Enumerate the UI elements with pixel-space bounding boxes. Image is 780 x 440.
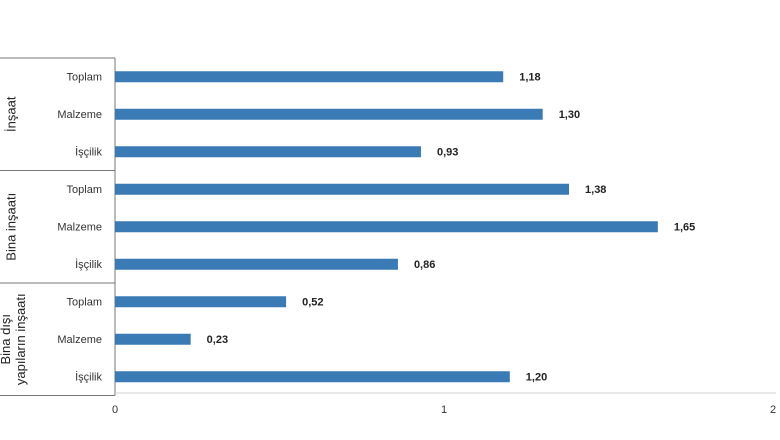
group-label: Bina dışı bbox=[0, 314, 13, 365]
data-label: 0,93 bbox=[437, 147, 458, 159]
bar bbox=[115, 71, 504, 83]
bar bbox=[115, 296, 287, 308]
data-label: 0,52 bbox=[302, 297, 323, 309]
bar bbox=[115, 146, 421, 158]
bar bbox=[115, 183, 570, 195]
data-label: 0,23 bbox=[207, 334, 228, 346]
x-tick-label: 2 bbox=[770, 404, 776, 416]
bar bbox=[115, 221, 658, 233]
category-label: İşçilik bbox=[75, 371, 102, 384]
bar bbox=[115, 108, 543, 120]
category-label: Toplam bbox=[67, 72, 102, 84]
category-label: Toplam bbox=[67, 184, 102, 196]
group-label: yapıların inşaatı bbox=[13, 293, 28, 385]
data-label: 1,20 bbox=[526, 372, 547, 384]
category-label: İşçilik bbox=[75, 258, 102, 271]
category-label: Malzeme bbox=[57, 222, 102, 234]
category-label: Malzeme bbox=[57, 334, 102, 346]
category-label: Malzeme bbox=[57, 109, 102, 121]
group-label: Bina inşaatı bbox=[3, 193, 18, 261]
x-tick-label: 0 bbox=[112, 404, 118, 416]
bar bbox=[115, 258, 398, 270]
data-label: 0,86 bbox=[414, 259, 435, 271]
data-label: 1,38 bbox=[585, 184, 606, 196]
bar bbox=[115, 371, 510, 383]
data-label: 1,18 bbox=[519, 72, 540, 84]
category-label: İşçilik bbox=[75, 146, 102, 159]
group-label: İnşaat bbox=[3, 96, 18, 132]
bar bbox=[115, 333, 191, 345]
category-label: Toplam bbox=[67, 297, 102, 309]
data-label: 1,65 bbox=[674, 222, 695, 234]
data-label: 1,30 bbox=[559, 109, 580, 121]
x-tick-label: 1 bbox=[441, 404, 447, 416]
